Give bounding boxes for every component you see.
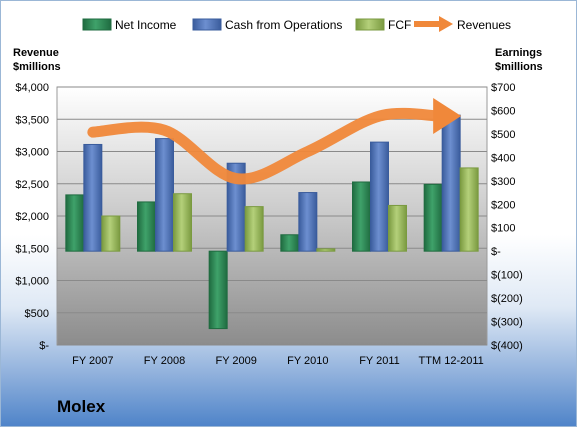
x-axis-ticks: FY 2007 FY 2008 FY 2009 FY 2010 FY 2011 TTM 1… xyxy=(72,355,484,367)
bar-net-income xyxy=(423,183,443,252)
x-tick-label: FY 2010 xyxy=(287,355,328,367)
gridlines xyxy=(57,86,487,346)
legend-swatch-fcf xyxy=(355,18,385,31)
right-tick-label: $(100) xyxy=(491,270,523,282)
left-axis-title-line1: Revenue xyxy=(13,47,59,59)
x-tick-label: FY 2008 xyxy=(144,355,185,367)
right-tick-label: $400 xyxy=(491,152,515,164)
company-name: Molex xyxy=(57,397,106,416)
right-tick-label: $100 xyxy=(491,223,515,235)
bar-net-income xyxy=(208,250,228,330)
left-tick-label: $2,500 xyxy=(15,179,49,191)
left-tick-label: $3,500 xyxy=(15,114,49,126)
right-axis-title-line2: $millions xyxy=(495,61,543,73)
right-tick-label: $(200) xyxy=(491,293,523,305)
revenues-line xyxy=(87,98,462,185)
legend-swatch-cash-from-operations xyxy=(192,18,222,31)
left-axis-ticks: $- $500 $1,000 $1,500 $2,000 $2,500 $3,000 $3,5… xyxy=(15,82,49,352)
bar-cash-from-operations xyxy=(370,141,389,252)
left-tick-label: $1,000 xyxy=(15,276,49,288)
x-tick-label: FY 2009 xyxy=(215,355,256,367)
right-tick-label: $600 xyxy=(491,105,515,117)
bar-cash-from-operations xyxy=(83,143,103,252)
right-tick-label: $(400) xyxy=(491,340,523,352)
legend-label-cash-from-operations: Cash from Operations xyxy=(225,18,342,32)
bar-fcf xyxy=(316,248,336,252)
left-tick-label: $- xyxy=(39,340,49,352)
right-tick-label: $- xyxy=(491,246,501,258)
right-tick-label: $500 xyxy=(491,129,515,141)
right-tick-label: $300 xyxy=(491,176,515,188)
legend: Net Income Cash from Operations FCF Reve… xyxy=(82,16,511,32)
right-tick-label: $(300) xyxy=(491,317,523,329)
left-tick-label: $4,000 xyxy=(15,82,49,94)
right-tick-label: $700 xyxy=(491,82,515,94)
bars xyxy=(65,114,479,330)
right-axis-ticks: $(400) $(300) $(200) $(100) $- $100 $200 $300 $4… xyxy=(491,82,523,352)
bar-fcf xyxy=(101,215,121,252)
legend-label-net-income: Net Income xyxy=(115,18,177,32)
legend-label-fcf: FCF xyxy=(388,18,411,32)
bar-cash-from-operations xyxy=(298,192,318,252)
legend-label-revenues: Revenues xyxy=(457,18,511,32)
bar-fcf xyxy=(244,206,264,252)
x-tick-label: TTM 12-2011 xyxy=(419,355,484,367)
left-tick-label: $1,500 xyxy=(15,243,49,255)
x-tick-label: FY 2007 xyxy=(72,355,113,367)
legend-swatch-net-income xyxy=(82,18,112,31)
right-tick-label: $200 xyxy=(491,199,515,211)
revenues-line-path xyxy=(87,107,445,185)
bar-cash-from-operations xyxy=(441,114,461,252)
right-axis-title-line1: Earnings xyxy=(495,47,542,59)
bar-cash-from-operations xyxy=(155,138,174,252)
bar-fcf xyxy=(388,204,407,252)
left-axis-title-line2: $millions xyxy=(13,61,61,73)
bar-net-income xyxy=(352,181,371,252)
bar-net-income xyxy=(280,234,300,252)
bar-fcf xyxy=(173,193,192,252)
left-tick-label: $3,000 xyxy=(15,147,49,159)
left-tick-label: $500 xyxy=(25,308,49,320)
left-tick-label: $2,000 xyxy=(15,211,49,223)
bar-net-income xyxy=(137,201,156,252)
bar-fcf xyxy=(459,167,479,252)
bar-net-income xyxy=(65,194,85,252)
revenues-arrowhead xyxy=(433,98,462,135)
x-tick-label: FY 2011 xyxy=(359,355,400,367)
legend-arrow-revenues xyxy=(414,16,453,32)
